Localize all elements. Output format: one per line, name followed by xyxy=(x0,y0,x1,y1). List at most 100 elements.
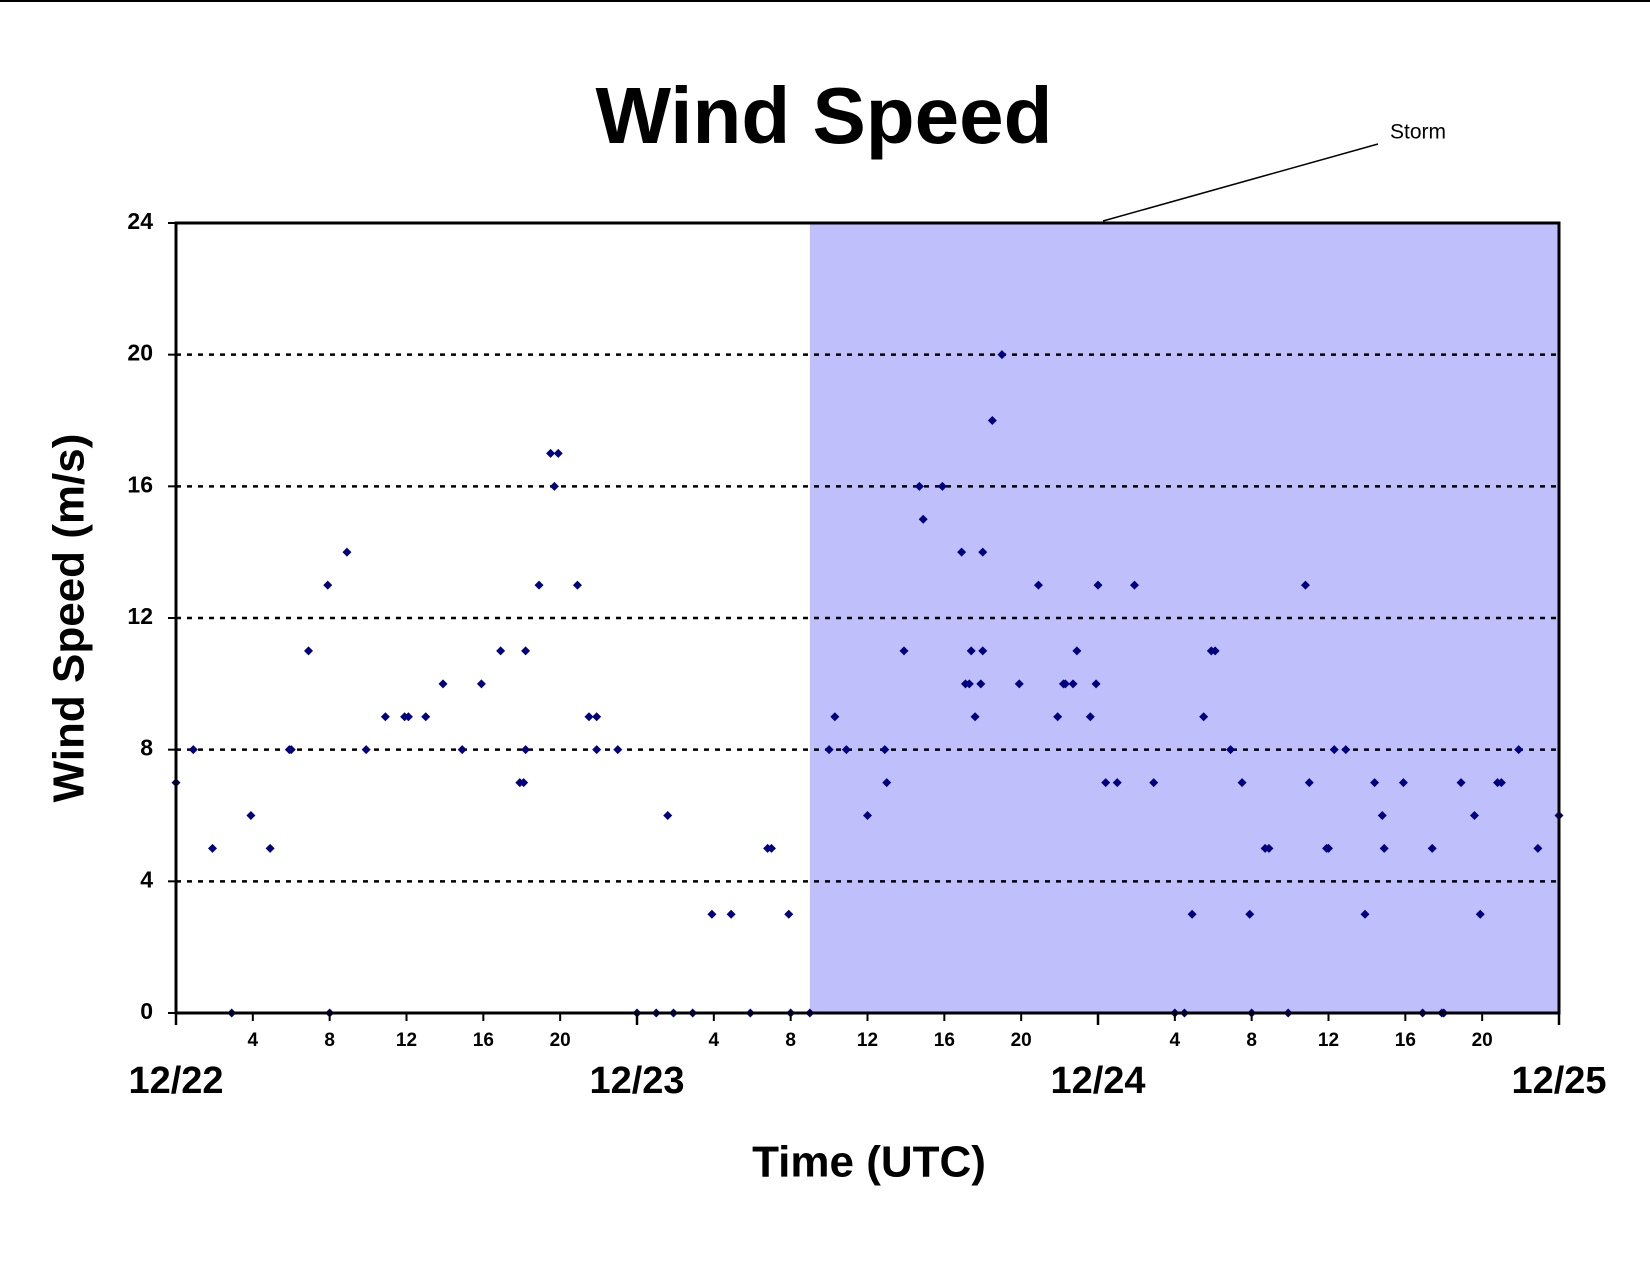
data-point xyxy=(1226,745,1236,755)
data-point xyxy=(592,712,602,722)
x-tick-label: 16 xyxy=(473,1030,494,1051)
data-point xyxy=(1149,778,1159,788)
data-point xyxy=(546,448,556,458)
date-tick-label: 12/23 xyxy=(589,1060,684,1102)
y-tick-label: 8 xyxy=(140,735,153,761)
data-point xyxy=(534,580,544,590)
data-point xyxy=(1533,843,1543,853)
data-point xyxy=(207,843,217,853)
data-point xyxy=(613,745,623,755)
tick-layer: 0 4 8 12 16 20 24 4 8 12 16 20 4 8 12 16 20 4 8 12 16 20 12/22… xyxy=(127,208,1606,1102)
data-point xyxy=(304,646,314,656)
data-point xyxy=(824,745,834,755)
data-point xyxy=(1068,679,1078,689)
data-point xyxy=(1245,909,1255,919)
data-point xyxy=(521,745,531,755)
data-point xyxy=(549,481,559,491)
y-axis-label: Wind Speed (m/s) xyxy=(45,434,94,803)
y-tick-label: 0 xyxy=(140,998,153,1024)
data-point xyxy=(830,712,840,722)
data-point xyxy=(1300,580,1310,590)
data-point xyxy=(1469,811,1479,820)
data-point xyxy=(1091,679,1101,689)
data-point xyxy=(342,547,352,557)
data-point xyxy=(937,481,947,491)
data-point xyxy=(918,514,928,524)
data-point xyxy=(1053,712,1063,722)
data-point xyxy=(457,745,467,755)
data-point xyxy=(1210,646,1220,656)
data-point xyxy=(964,679,974,689)
data-point xyxy=(978,646,988,656)
data-point xyxy=(966,646,976,656)
data-point xyxy=(1014,679,1024,689)
data-point xyxy=(707,909,717,919)
data-point xyxy=(1033,580,1043,590)
x-tick-label: 16 xyxy=(934,1030,955,1051)
y-tick-label: 16 xyxy=(127,471,153,497)
x-tick-label: 20 xyxy=(1011,1030,1032,1051)
data-point xyxy=(246,811,256,820)
data-point xyxy=(1377,811,1387,820)
y-tick-label: 4 xyxy=(140,866,153,892)
data-point xyxy=(361,745,371,755)
data-point xyxy=(882,778,892,788)
data-point xyxy=(1324,843,1333,853)
data-point xyxy=(572,580,582,590)
date-tick-label: 12/24 xyxy=(1050,1060,1145,1102)
data-point xyxy=(1329,745,1339,755)
data-point xyxy=(1264,843,1274,853)
data-point xyxy=(421,712,431,722)
data-point xyxy=(914,481,924,491)
data-point xyxy=(265,843,275,853)
data-point xyxy=(1093,580,1103,590)
shade-layer xyxy=(809,223,1559,1013)
data-point xyxy=(1398,778,1408,788)
data-point xyxy=(1187,909,1197,919)
data-point xyxy=(726,909,736,919)
data-point xyxy=(1304,778,1314,788)
data-point xyxy=(1514,745,1524,755)
x-axis-label: Time (UTC) xyxy=(752,1138,986,1187)
data-point xyxy=(1456,778,1466,788)
date-tick-label: 12/25 xyxy=(1511,1060,1606,1102)
y-tick-label: 20 xyxy=(127,340,153,366)
data-point xyxy=(663,811,673,820)
data-point xyxy=(1379,843,1389,853)
chart-title: Wind Speed xyxy=(595,71,1052,160)
x-tick-label: 4 xyxy=(709,1030,720,1051)
x-tick-label: 12 xyxy=(396,1030,417,1051)
data-point xyxy=(1072,646,1082,656)
data-point xyxy=(584,712,594,722)
data-point xyxy=(323,580,333,590)
data-point xyxy=(286,745,296,755)
data-point xyxy=(957,547,967,557)
data-point xyxy=(841,745,851,755)
x-tick-label: 20 xyxy=(550,1030,571,1051)
data-point xyxy=(380,712,390,722)
x-tick-label: 8 xyxy=(785,1030,796,1051)
data-point xyxy=(976,679,986,689)
data-point xyxy=(496,646,506,656)
data-point xyxy=(1475,909,1485,919)
data-point xyxy=(997,350,1007,360)
data-point xyxy=(1101,778,1111,788)
data-point xyxy=(521,646,531,656)
data-point xyxy=(1060,679,1070,689)
data-point xyxy=(1427,843,1437,853)
data-point xyxy=(1085,712,1095,722)
data-point xyxy=(1199,712,1209,722)
data-point xyxy=(1496,778,1506,788)
data-point xyxy=(188,745,198,755)
y-tick-label: 24 xyxy=(127,208,153,234)
data-point xyxy=(1129,580,1139,590)
x-tick-label: 12 xyxy=(857,1030,878,1051)
date-tick-label: 12/22 xyxy=(128,1060,223,1102)
x-tick-label: 8 xyxy=(324,1030,335,1051)
data-point xyxy=(519,778,529,788)
data-point xyxy=(1237,778,1247,788)
data-point xyxy=(1360,909,1370,919)
x-tick-label: 12 xyxy=(1318,1030,1339,1051)
